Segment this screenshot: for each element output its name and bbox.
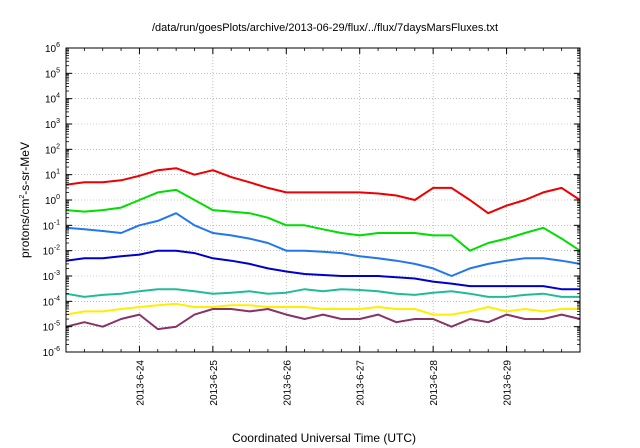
y-tick-exponent: -4 xyxy=(54,295,60,302)
y-tick-base: 10 xyxy=(45,95,57,106)
series-line-5 xyxy=(65,288,580,298)
x-tick-label: 2013-6-26 xyxy=(282,360,293,406)
y-tick-label: 10-4 xyxy=(43,295,60,308)
y-tick-label: 10-5 xyxy=(43,321,60,334)
y-tick-exponent: -2 xyxy=(54,245,60,252)
y-tick-exponent: 3 xyxy=(56,118,60,125)
y-axis-label-sup: 2 xyxy=(19,195,26,199)
y-axis-label-rest: -s-sr-MeV xyxy=(18,142,32,195)
series-line-4 xyxy=(65,249,580,291)
y-tick-label: 106 xyxy=(45,42,60,55)
y-tick-base: 10 xyxy=(43,272,55,283)
x-tick-label: 2013-6-24 xyxy=(135,360,146,406)
y-tick-label: 10-1 xyxy=(43,219,60,232)
y-tick-label: 101 xyxy=(45,169,60,182)
x-tick-label: 2013-6-28 xyxy=(429,360,440,406)
y-tick-base: 10 xyxy=(43,221,55,232)
y-tick-label: 103 xyxy=(45,118,60,131)
y-tick-label: 10-3 xyxy=(43,270,60,283)
y-tick-exponent: 6 xyxy=(56,42,60,49)
x-tick-label: 2013-6-27 xyxy=(356,360,367,406)
y-tick-label: 102 xyxy=(45,143,60,156)
x-tick-labels: 2013-6-24 2013-6-25 2013-6-26 2013-6-27 2013… xyxy=(135,360,513,406)
y-tick-base: 10 xyxy=(43,247,55,258)
y-tick-exponent: -6 xyxy=(54,346,60,353)
y-tick-base: 10 xyxy=(45,120,57,131)
y-axis-label-base: protons/cm xyxy=(18,199,32,258)
y-tick-base: 10 xyxy=(43,323,55,334)
axis-ticks xyxy=(66,47,580,353)
y-tick-exponent: 0 xyxy=(56,194,60,201)
y-tick-labels: 10-610-510-410-310-210-11001011021031041… xyxy=(43,42,60,359)
y-tick-base: 10 xyxy=(45,171,57,182)
x-tick-label: 2013-6-25 xyxy=(209,360,220,406)
series-line-1 xyxy=(65,167,581,215)
series-line-6 xyxy=(65,302,580,316)
y-tick-base: 10 xyxy=(45,44,57,55)
series-lines xyxy=(65,167,581,331)
series-line-7 xyxy=(65,308,581,331)
y-tick-label: 10-2 xyxy=(43,245,60,258)
y-tick-base: 10 xyxy=(43,297,55,308)
y-tick-exponent: 4 xyxy=(56,93,60,100)
y-tick-exponent: -5 xyxy=(54,321,60,328)
y-tick-exponent: -1 xyxy=(54,219,60,226)
y-tick-base: 10 xyxy=(45,69,57,80)
y-tick-label: 10-6 xyxy=(43,346,60,359)
y-tick-base: 10 xyxy=(45,145,57,156)
y-tick-label: 100 xyxy=(45,194,60,207)
y-tick-exponent: -3 xyxy=(54,270,60,277)
y-tick-label: 104 xyxy=(45,93,60,106)
series-line-2 xyxy=(65,188,581,252)
x-axis-label: Coordinated Universal Time (UTC) xyxy=(232,431,416,445)
x-tick-label: 2013-6-29 xyxy=(503,360,514,406)
y-tick-exponent: 1 xyxy=(56,169,60,176)
series-line-3 xyxy=(65,212,581,277)
y-axis-label: protons/cm2-s-sr-MeV xyxy=(18,142,32,258)
y-tick-exponent: 5 xyxy=(56,67,60,74)
chart-title: /data/run/goesPlots/archive/2013-06-29/f… xyxy=(152,22,498,34)
y-tick-exponent: 2 xyxy=(56,143,60,150)
y-tick-label: 105 xyxy=(45,67,60,80)
y-tick-base: 10 xyxy=(43,348,55,359)
y-tick-base: 10 xyxy=(45,196,57,207)
